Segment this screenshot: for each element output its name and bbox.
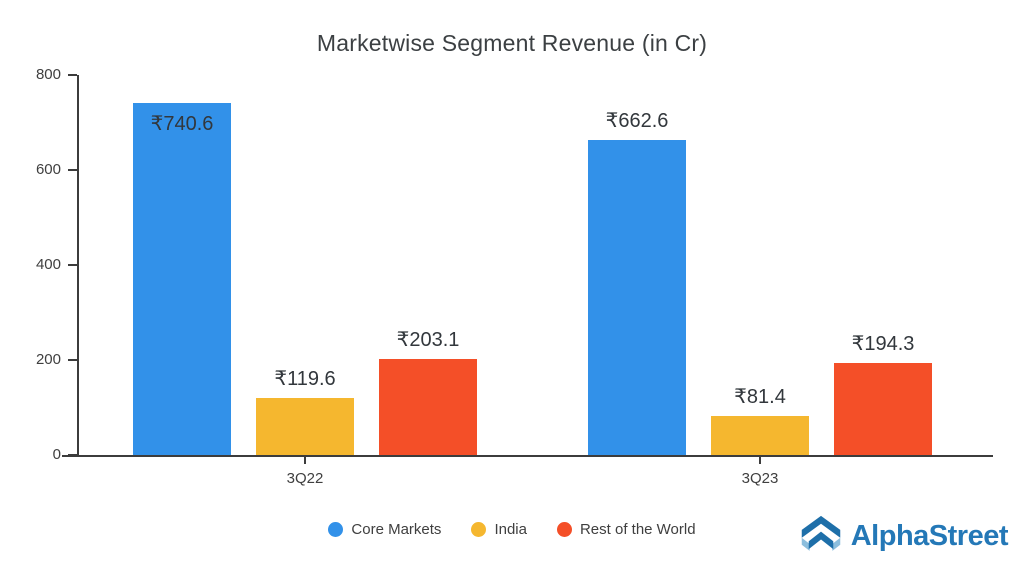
chart-legend: Core Markets India Rest of the World [0, 516, 1024, 542]
x-axis-label-3Q22: 3Q22 [286, 470, 324, 487]
y-axis-line [77, 75, 79, 457]
bar-value-label: ₹194.3 [851, 332, 915, 355]
bar-3Q23-core-markets [588, 140, 686, 455]
alphastreet-logo-icon [801, 515, 840, 551]
bar-value-label: ₹81.4 [734, 386, 786, 409]
legend-label: India [494, 520, 527, 538]
chart-title: Marketwise Segment Revenue (in Cr) [316, 30, 708, 56]
legend-item-india: India [471, 521, 527, 538]
y-axis-tick [68, 359, 77, 361]
bar-3Q23-india [711, 416, 809, 455]
x-axis-label-3Q23: 3Q23 [741, 470, 779, 487]
x-axis-line [62, 455, 993, 457]
bar-value-label: ₹662.6 [605, 110, 669, 133]
legend-dot-icon [556, 521, 572, 537]
bar-value-label: ₹119.6 [274, 368, 336, 391]
y-axis-tick-label: 800 [35, 66, 61, 83]
y-axis-tick [68, 454, 77, 456]
legend-label: Rest of the World [579, 520, 696, 538]
x-axis-tick [304, 457, 306, 464]
bar-value-label: ₹740.6 [150, 113, 214, 136]
bar-3Q22-core-markets [133, 103, 231, 455]
bar-3Q22-india [256, 398, 354, 455]
y-axis-tick [68, 264, 77, 266]
bar-3Q22-rest-of-the-world [379, 358, 477, 455]
y-axis-tick-label: 400 [35, 256, 61, 273]
x-axis-tick [759, 457, 761, 464]
y-axis-tick [68, 74, 77, 76]
legend-dot-icon [471, 521, 487, 537]
legend-dot-icon [328, 521, 344, 537]
legend-item-rest-of-the-world: Rest of the World [556, 520, 696, 538]
y-axis-tick-label: 0 [52, 446, 61, 463]
legend-item-core-markets: Core Markets [328, 521, 441, 538]
alphastreet-logo: AlphaStreet [800, 510, 1009, 562]
y-axis-tick [68, 169, 77, 171]
alphastreet-logo-text: AlphaStreet [850, 519, 1009, 552]
y-axis-tick-label: 200 [35, 351, 61, 368]
bar-3Q23-rest-of-the-world [834, 362, 932, 455]
bar-value-label: ₹203.1 [396, 328, 460, 351]
plot-area: 0 200 400 600 800 ₹740.6 ₹119.6 ₹203.1 3Q22 ₹662.… [36, 67, 993, 487]
y-axis-tick-label: 600 [35, 161, 61, 178]
legend-label: Core Markets [351, 520, 442, 538]
